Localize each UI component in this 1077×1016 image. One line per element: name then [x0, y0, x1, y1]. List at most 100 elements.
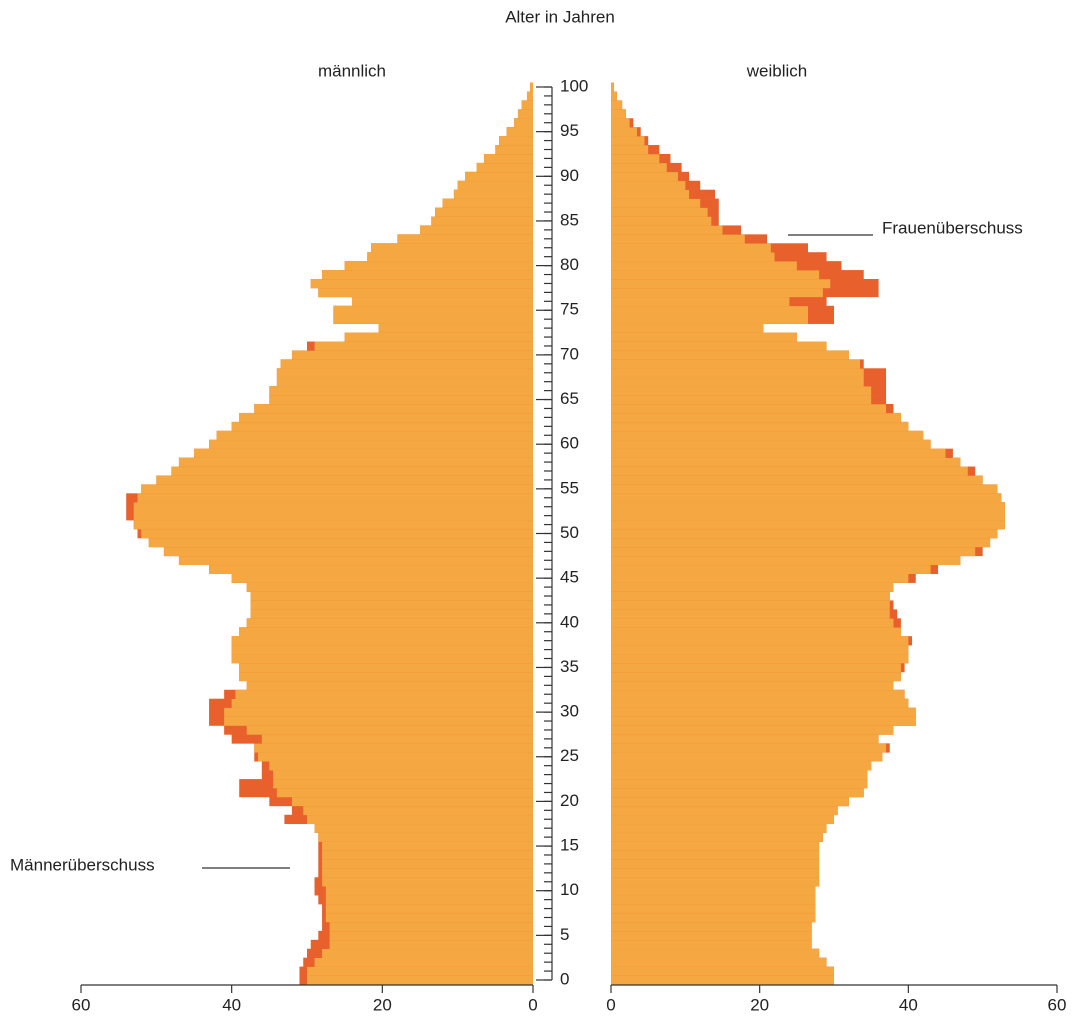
bar-common [611, 743, 887, 753]
bar-common [216, 430, 533, 441]
bar-common [611, 252, 775, 262]
bar-common [611, 287, 823, 298]
bar-common [329, 930, 533, 941]
bar-common [611, 645, 909, 655]
bar-common [325, 895, 533, 905]
bar-common [307, 966, 533, 976]
bar-common [526, 91, 533, 101]
y-tick-label: 50 [560, 523, 579, 542]
y-tick-label: 15 [560, 836, 579, 855]
bar-common [611, 332, 797, 342]
bar-common [344, 332, 533, 342]
bar-common [611, 904, 816, 914]
bar-common [611, 850, 820, 860]
bar-common [611, 484, 998, 494]
bar-common [611, 796, 849, 807]
y-tick-label: 35 [560, 657, 579, 676]
bar-common [611, 859, 820, 869]
bar-common [178, 555, 533, 566]
bar-common [611, 421, 909, 432]
bar-common [246, 680, 533, 691]
bar-common [276, 788, 533, 798]
bar-common [611, 189, 690, 199]
bar-common [611, 430, 924, 441]
side-label: männlich [318, 61, 386, 80]
bar-common [611, 109, 626, 119]
bar-common [611, 145, 649, 155]
bar-common [611, 725, 894, 735]
bar-common [611, 350, 849, 360]
bar-common [611, 868, 820, 878]
bar-common [269, 386, 533, 396]
y-tick-label: 55 [560, 478, 579, 497]
bar-common [611, 913, 816, 923]
bar-common [611, 82, 614, 92]
bar-common [239, 412, 533, 423]
bar-common [611, 877, 820, 887]
y-tick-label: 40 [560, 612, 579, 631]
bar-common [611, 975, 834, 985]
bar-common [611, 162, 667, 173]
bar-common [209, 439, 534, 449]
bar-common [291, 350, 533, 360]
bar-common [506, 127, 533, 137]
bar-common [611, 91, 617, 101]
bar-common [333, 305, 533, 316]
bar-common [611, 600, 890, 610]
bar-common [194, 448, 533, 458]
bar-common [611, 466, 968, 476]
bar-common [231, 654, 533, 664]
bar-common [611, 707, 916, 717]
bar-common [611, 618, 894, 628]
bar-common [611, 770, 868, 780]
bar-common [611, 386, 872, 396]
bar-common [611, 716, 916, 726]
bar-common [529, 82, 533, 92]
bar-common [322, 859, 533, 869]
bar-common [611, 582, 894, 592]
bar-common [303, 805, 533, 816]
bar-common [310, 278, 533, 289]
y-tick-label: 95 [560, 121, 579, 140]
y-tick-label: 5 [560, 925, 569, 944]
y-tick-label: 25 [560, 746, 579, 765]
side-label: weiblich [746, 61, 807, 80]
bar-common [133, 502, 533, 512]
bar-common [235, 689, 533, 700]
bar-common [611, 180, 686, 190]
bar-common [611, 225, 723, 235]
bar-common [611, 305, 808, 316]
y-tick-label: 65 [560, 389, 579, 408]
bar-common [611, 761, 872, 771]
bar-common [371, 243, 533, 253]
y-tick-label: 45 [560, 568, 579, 587]
bar-common [465, 171, 533, 182]
bar-common [318, 832, 533, 842]
bar-common [254, 404, 533, 414]
bar-common [611, 930, 812, 941]
bar-common [611, 153, 660, 164]
bar-common [258, 752, 533, 762]
bar-common [611, 921, 812, 932]
bar-common [273, 779, 533, 789]
bar-common [611, 805, 838, 816]
bar-common [611, 475, 983, 485]
bar-common [611, 377, 864, 387]
bar-common [611, 814, 834, 825]
bar-common [611, 886, 816, 896]
bar-common [307, 975, 533, 985]
bar-common [246, 618, 533, 628]
bar-common [611, 323, 764, 333]
bar-common [611, 404, 887, 414]
bar-common [611, 395, 872, 405]
annotation: Männerüberschuss [10, 855, 155, 874]
bar-common [322, 270, 533, 280]
bar-common [611, 564, 931, 574]
bar-common [325, 886, 533, 896]
bar-common [611, 636, 909, 646]
bar-common [291, 796, 533, 807]
bar-common [148, 537, 534, 548]
bar-common [611, 966, 834, 976]
bar-common [611, 788, 864, 798]
bar-common [611, 314, 808, 324]
